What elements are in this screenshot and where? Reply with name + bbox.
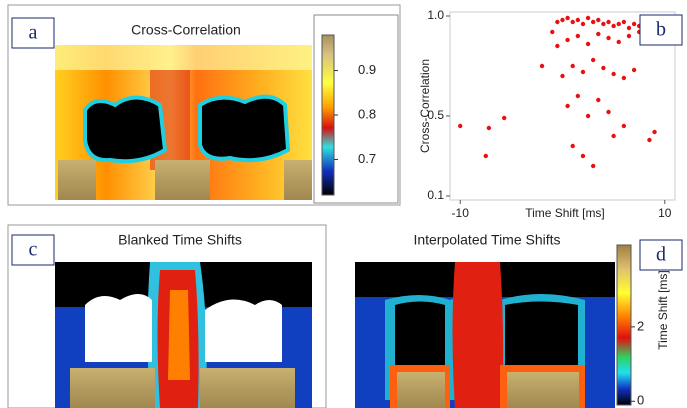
blanked-region <box>205 299 282 362</box>
high-region <box>200 368 295 408</box>
panel-label-box <box>11 234 55 266</box>
scatter-point <box>606 35 611 41</box>
scatter-point <box>616 21 621 27</box>
colorbar-tick-label: 0.7 <box>358 151 376 166</box>
high-region <box>507 372 579 408</box>
scatter-point <box>565 103 570 109</box>
scatter-point <box>539 63 545 69</box>
scatter-point <box>596 97 601 103</box>
blanked-region <box>85 294 152 362</box>
panel-title: Interpolated Time Shifts <box>413 232 560 248</box>
title-bg <box>122 20 250 42</box>
y-tick-label: 1.0 <box>427 8 444 22</box>
colorbar-label: Time Shift [ms] <box>656 270 670 350</box>
y-tick-label: 0.1 <box>427 188 444 202</box>
scatter-plot-area <box>449 11 676 201</box>
scatter-point <box>590 163 596 169</box>
scatter-point <box>616 39 621 45</box>
scatter-point <box>590 57 596 63</box>
scatter-point <box>626 25 632 31</box>
scatter-point <box>606 109 611 115</box>
scatter-point <box>585 41 591 47</box>
colorbar-tick-label: 0.8 <box>358 106 376 121</box>
scatter-point <box>502 115 507 121</box>
scatter-point <box>570 63 575 69</box>
heat-band <box>55 45 312 70</box>
scatter-point <box>555 19 560 25</box>
heat-band <box>395 301 445 375</box>
scatter-point <box>580 21 586 27</box>
panel-label: a <box>29 22 38 44</box>
panel-label-box <box>639 14 683 46</box>
x-tick-label: 10 <box>658 206 672 220</box>
scatter-point <box>458 123 463 129</box>
scatter-point <box>631 67 637 73</box>
scatter-point <box>483 153 488 159</box>
panel-title: Blanked Time Shifts <box>118 232 242 248</box>
heat-band <box>505 301 578 370</box>
scatter-point <box>486 125 492 131</box>
scatter-point <box>585 15 591 21</box>
y-tick-label: 0.5 <box>427 108 444 122</box>
scatter-point <box>575 17 581 23</box>
scatter-point <box>585 113 591 119</box>
title-bg <box>395 230 580 252</box>
scatter-point <box>611 133 616 139</box>
panel-title: Cross-Correlation <box>131 22 241 38</box>
scatter-point <box>575 33 581 39</box>
scatter-point <box>565 37 570 43</box>
scatter-point <box>601 21 606 27</box>
scatter-point <box>580 69 586 75</box>
panel-label: b <box>656 19 666 41</box>
scatter-point <box>621 123 627 129</box>
colorbar-tick-label: 2 <box>637 318 644 333</box>
scatter-point <box>621 19 627 25</box>
colorbar <box>616 244 632 406</box>
panel-label: c <box>29 239 38 261</box>
low-region <box>83 95 168 164</box>
scatter-point <box>550 29 555 35</box>
scatter-point <box>647 137 652 143</box>
high-region <box>284 160 312 200</box>
x-tick-label: -10 <box>452 206 470 220</box>
x-axis-label: Time Shift [ms] <box>525 206 605 220</box>
scatter-point <box>570 19 575 25</box>
high-region <box>397 372 445 408</box>
high-region <box>58 160 96 200</box>
panel-label-box <box>639 239 683 271</box>
low-region <box>198 94 291 163</box>
scatter-point <box>606 19 611 25</box>
title-bg <box>105 230 255 252</box>
scatter-point <box>601 65 606 71</box>
colorbar-frame <box>313 14 399 204</box>
scatter-point <box>590 19 596 25</box>
scatter-point <box>611 71 616 77</box>
heat-band <box>452 262 504 408</box>
scatter-point <box>560 17 565 23</box>
scatter-point <box>596 31 601 37</box>
scatter-point <box>652 129 657 135</box>
scatter-point <box>626 33 632 39</box>
heat-band <box>168 290 190 380</box>
scatter-point <box>575 93 581 99</box>
scatter-point <box>631 21 637 27</box>
panel-label: d <box>656 244 666 266</box>
scatter-point <box>565 15 570 21</box>
high-region <box>155 160 210 200</box>
panel-label-box <box>11 17 55 49</box>
colorbar <box>321 34 335 196</box>
colorbar-tick-label: 0 <box>637 393 644 408</box>
scatter-point <box>611 23 616 29</box>
colorbar-tick-label: 0.9 <box>358 62 376 77</box>
scatter-point <box>621 75 627 81</box>
y-axis-label: Cross-Correlation <box>418 59 432 153</box>
scatter-point <box>555 43 560 49</box>
scatter-point <box>570 143 575 149</box>
scatter-point <box>596 17 601 23</box>
high-region <box>70 368 155 408</box>
scatter-point <box>580 153 586 159</box>
scatter-point <box>560 73 565 79</box>
